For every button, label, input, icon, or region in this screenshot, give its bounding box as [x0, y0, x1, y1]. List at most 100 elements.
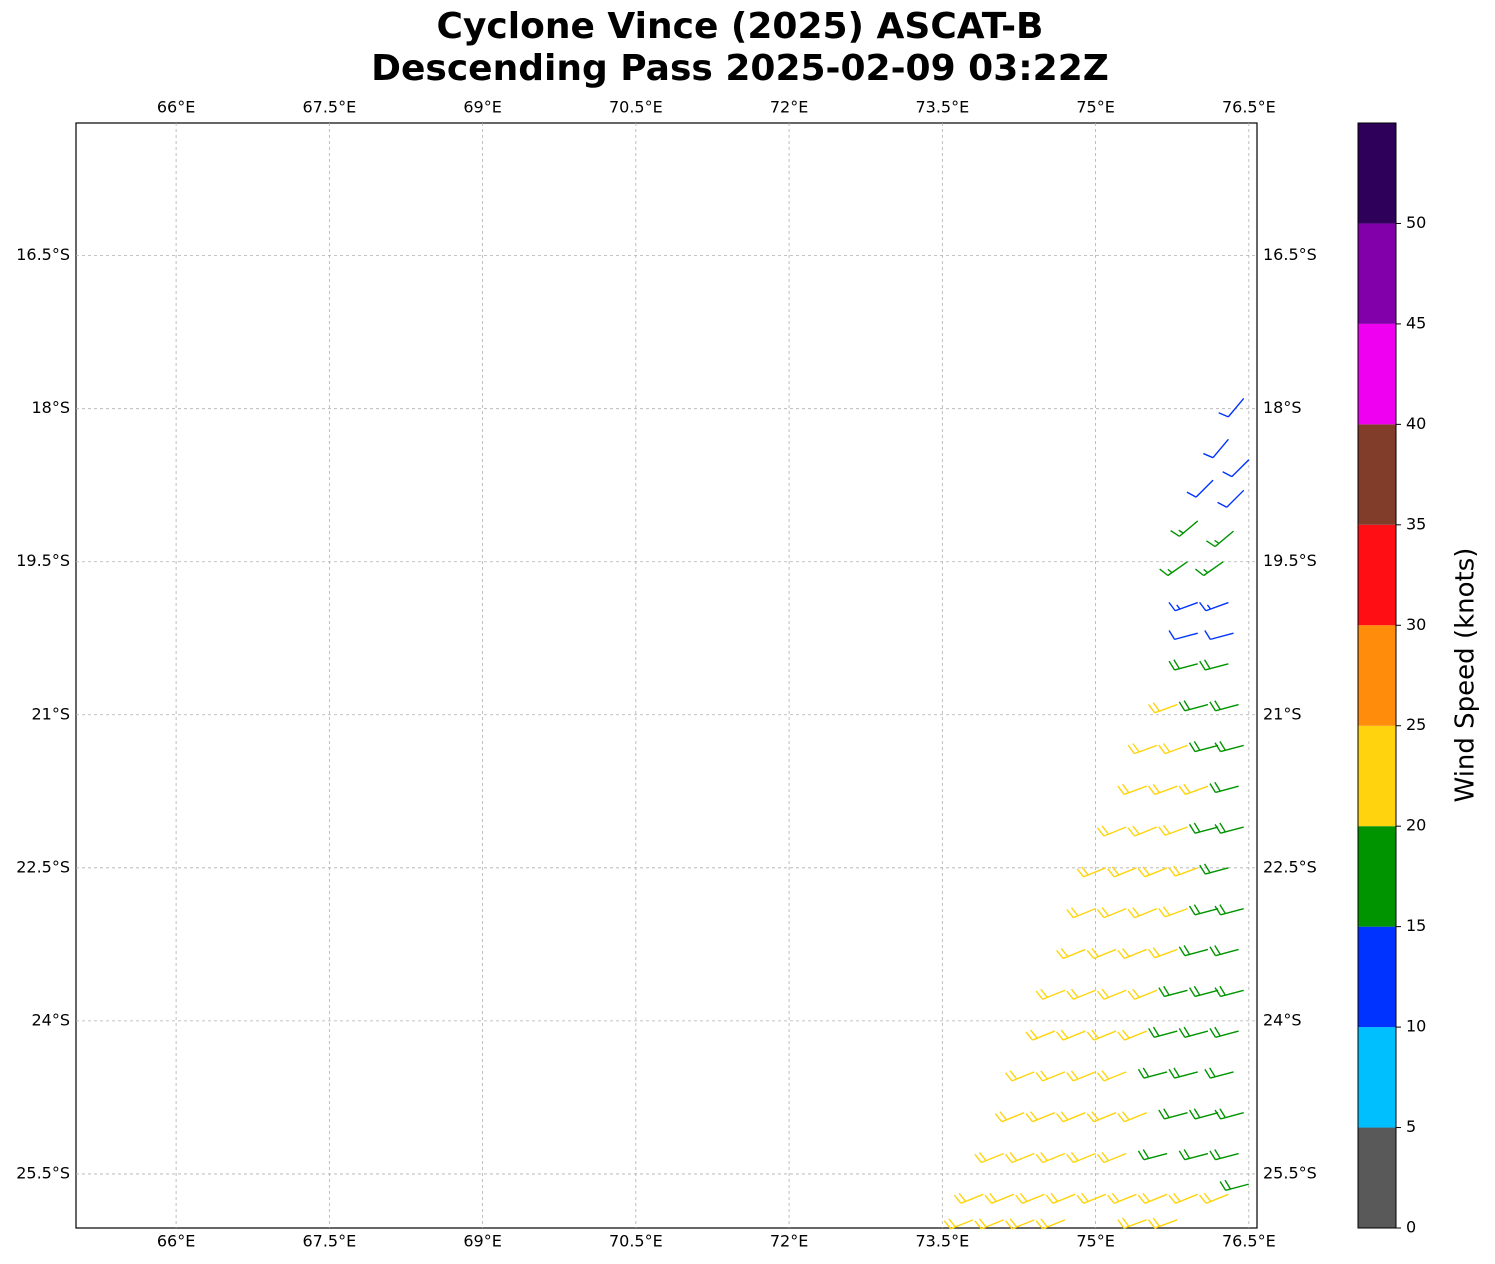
wind-barb: [1199, 601, 1229, 612]
wind-barb: [1199, 863, 1229, 875]
wind-barb: [1035, 1070, 1066, 1082]
colorbar-tick-label: 20: [1406, 816, 1426, 835]
colorbar-tick-label: 10: [1406, 1017, 1426, 1036]
wind-barb: [1137, 1192, 1168, 1204]
x-tick-label: 72°E: [770, 98, 808, 117]
y-tick-label: 25.5°S: [16, 1163, 70, 1182]
wind-barb: [1137, 1149, 1168, 1161]
wind-barb: [1107, 866, 1137, 878]
x-tick-label: 67.5°E: [302, 1232, 356, 1251]
y-tick-label: 18°S: [31, 398, 70, 417]
x-tick-label: 70.5°E: [609, 1232, 663, 1251]
wind-barb: [1086, 1111, 1117, 1123]
wind-barb: [1159, 561, 1188, 577]
y-tick-label: 19.5°S: [16, 551, 70, 570]
wind-barb: [1056, 1111, 1086, 1123]
wind-barb: [1168, 1067, 1198, 1079]
wind-barb: [1107, 1192, 1137, 1204]
wind-barb: [1209, 1026, 1239, 1038]
wind-barb: [1158, 743, 1188, 755]
wind-barb: [1158, 985, 1188, 998]
colorbar-segment: [1358, 725, 1396, 827]
y-tick-label: 22.5°S: [16, 857, 70, 876]
wind-barb: [1066, 1152, 1096, 1164]
wind-barb: [1209, 945, 1239, 957]
subtitle: Descending Pass 2025-02-09 03:22Z: [371, 48, 1109, 89]
colorbar-segment: [1358, 524, 1396, 626]
y-tick-label: 19.5°S: [1263, 551, 1317, 570]
wind-barb: [1188, 1108, 1219, 1120]
colorbar-segment: [1358, 826, 1396, 927]
wind-barb: [1188, 741, 1219, 753]
wind-barb: [1025, 1029, 1055, 1041]
wind-barb: [1096, 988, 1127, 1000]
wind-barb: [1219, 1179, 1250, 1192]
wind-barb: [1035, 988, 1066, 1000]
wind-barb: [1199, 1192, 1229, 1204]
x-tick-label: 70.5°E: [609, 98, 663, 117]
wind-barb: [1066, 988, 1096, 1000]
x-tick-label: 66°E: [157, 98, 195, 117]
x-tick-label: 69°E: [463, 1232, 501, 1251]
wind-barb: [1158, 1108, 1188, 1120]
y-tick-label: 25.5°S: [1263, 1163, 1317, 1182]
wind-barb: [1194, 561, 1224, 577]
title: Cyclone Vince (2025) ASCAT-B: [437, 6, 1044, 47]
wind-barb: [1147, 702, 1178, 714]
wind-barb: [1096, 825, 1127, 837]
colorbar-tick-label: 50: [1406, 213, 1426, 232]
wind-barb: [1015, 1192, 1045, 1204]
colorbar-frame: [1357, 122, 1397, 1229]
wind-barb: [1204, 630, 1234, 641]
wind-barb: [1203, 438, 1229, 459]
wind-barb: [1127, 825, 1158, 837]
wind-barb: [1170, 520, 1199, 537]
wind-barb: [1004, 1218, 1035, 1230]
wind-barb: [1086, 947, 1117, 960]
wind-barb: [1096, 907, 1127, 919]
wind-barb: [1147, 947, 1178, 959]
wind-barb: [1209, 1149, 1239, 1161]
colorbar-segment: [1358, 926, 1396, 1028]
wind-barb: [1025, 1111, 1055, 1123]
x-tick-label: 75°E: [1076, 1232, 1114, 1251]
wind-barb: [1209, 781, 1239, 794]
wind-barb: [1188, 985, 1219, 998]
colorbar-tick-label: 0: [1406, 1218, 1416, 1237]
wind-barb: [1168, 659, 1198, 671]
colorbar-segment: [1358, 1027, 1396, 1128]
x-tick-label: 69°E: [463, 98, 501, 117]
wind-barb: [1168, 601, 1198, 612]
wind-barb: [1214, 985, 1244, 998]
colorbar-label: Wind Speed (knots): [1451, 548, 1481, 803]
colorbar-segment: [1358, 123, 1396, 224]
colorbar-segment: [1358, 223, 1396, 324]
wind-barb: [1117, 783, 1147, 796]
wind-barb: [1147, 1217, 1178, 1229]
colorbar-segment: [1358, 625, 1396, 726]
wind-barb: [974, 1152, 1004, 1164]
colorbar-tick-label: 35: [1406, 514, 1426, 533]
wind-barb: [994, 1111, 1025, 1123]
wind-barb: [1086, 1029, 1117, 1041]
wind-barb: [1045, 1192, 1076, 1204]
wind-barb: [1218, 398, 1245, 418]
wind-barb: [1222, 459, 1250, 478]
wind-barb: [1096, 1070, 1127, 1082]
wind-barb: [1056, 947, 1086, 960]
wind-barb: [1056, 1029, 1086, 1041]
colorbar-tick-label: 30: [1406, 615, 1426, 634]
colorbar-tick-label: 45: [1406, 313, 1426, 332]
wind-barb: [1214, 741, 1244, 753]
wind-barb: [1137, 1067, 1168, 1079]
wind-barb: [1147, 783, 1178, 796]
y-tick-label: 21°S: [1263, 704, 1302, 723]
y-tick-label: 24°S: [1263, 1010, 1302, 1029]
wind-barb: [1214, 822, 1244, 834]
wind-barb: [1117, 1111, 1147, 1123]
y-tick-label: 16.5°S: [1263, 245, 1317, 264]
colorbar-tick-label: 25: [1406, 715, 1426, 734]
y-tick-label: 16.5°S: [16, 245, 70, 264]
x-tick-label: 75°E: [1076, 98, 1114, 117]
